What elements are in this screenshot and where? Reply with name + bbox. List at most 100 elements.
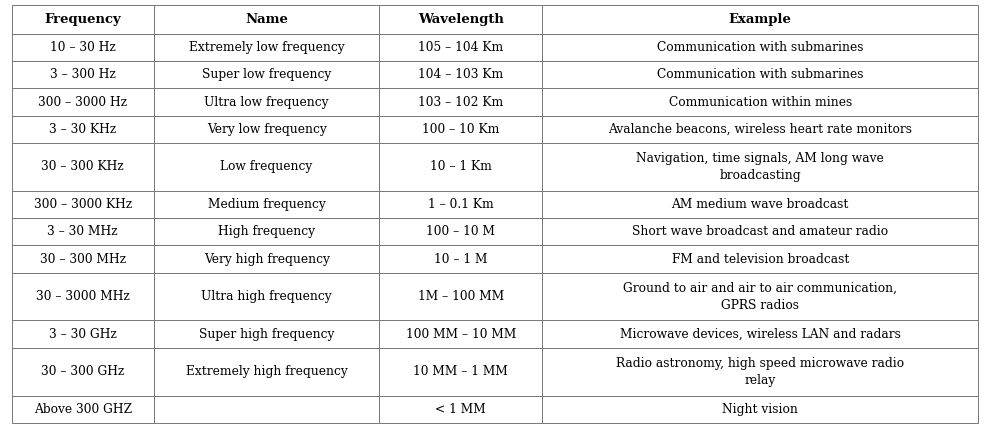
Text: Ultra high frequency: Ultra high frequency [201, 290, 332, 303]
Text: Communication with submarines: Communication with submarines [657, 68, 863, 81]
Bar [12, 34, 153, 61]
Bar [153, 89, 379, 116]
Text: Microwave devices, wireless LAN and radars: Microwave devices, wireless LAN and rada… [620, 327, 901, 341]
Text: 3 – 30 GHz: 3 – 30 GHz [49, 327, 117, 341]
Bar [12, 245, 153, 273]
Bar [153, 61, 379, 89]
Bar [12, 116, 153, 143]
Text: Night vision: Night vision [723, 403, 798, 416]
Bar [379, 34, 543, 61]
Bar [12, 191, 153, 218]
Bar [543, 116, 978, 143]
Text: 1M – 100 MM: 1M – 100 MM [418, 290, 504, 303]
Text: AM medium wave broadcast: AM medium wave broadcast [671, 198, 848, 211]
Text: Example: Example [729, 13, 792, 26]
Bar [543, 321, 978, 348]
Text: Super low frequency: Super low frequency [202, 68, 332, 81]
Text: 3 – 30 KHz: 3 – 30 KHz [50, 123, 117, 136]
Bar [379, 348, 543, 395]
Text: Communication with submarines: Communication with submarines [657, 41, 863, 54]
Text: 10 – 30 Hz: 10 – 30 Hz [50, 41, 116, 54]
Bar [543, 61, 978, 89]
Text: Wavelength: Wavelength [418, 13, 504, 26]
Bar [543, 143, 978, 191]
Bar [379, 273, 543, 321]
Text: 104 – 103 Km: 104 – 103 Km [418, 68, 504, 81]
Text: High frequency: High frequency [218, 225, 315, 238]
Text: 105 – 104 Km: 105 – 104 Km [418, 41, 504, 54]
Text: 300 – 3000 KHz: 300 – 3000 KHz [34, 198, 132, 211]
Bar [12, 143, 153, 191]
Text: 100 – 10 Km: 100 – 10 Km [422, 123, 500, 136]
Bar [153, 273, 379, 321]
Text: 3 – 30 MHz: 3 – 30 MHz [48, 225, 118, 238]
Bar [153, 191, 379, 218]
Text: Avalanche beacons, wireless heart rate monitors: Avalanche beacons, wireless heart rate m… [608, 123, 912, 136]
Bar [153, 348, 379, 395]
Bar [12, 218, 153, 245]
Text: FM and television broadcast: FM and television broadcast [671, 253, 848, 265]
Bar [379, 116, 543, 143]
Bar [153, 5, 379, 34]
Text: 3 – 300 Hz: 3 – 300 Hz [50, 68, 116, 81]
Text: Extremely low frequency: Extremely low frequency [189, 41, 345, 54]
Bar [153, 143, 379, 191]
Bar [12, 395, 153, 423]
Bar [153, 321, 379, 348]
Text: 10 – 1 M: 10 – 1 M [435, 253, 488, 265]
Bar [379, 321, 543, 348]
Bar [543, 34, 978, 61]
Bar [12, 273, 153, 321]
Text: 1 – 0.1 Km: 1 – 0.1 Km [428, 198, 494, 211]
Bar [379, 143, 543, 191]
Text: 30 – 300 GHz: 30 – 300 GHz [42, 365, 125, 378]
Text: Very low frequency: Very low frequency [207, 123, 327, 136]
Bar [379, 191, 543, 218]
Bar [543, 191, 978, 218]
Bar [153, 218, 379, 245]
Bar [543, 218, 978, 245]
Bar [543, 395, 978, 423]
Text: < 1 MM: < 1 MM [436, 403, 486, 416]
Text: Frequency: Frequency [45, 13, 121, 26]
Bar [543, 273, 978, 321]
Text: Super high frequency: Super high frequency [199, 327, 335, 341]
Bar [153, 245, 379, 273]
Text: 10 MM – 1 MM: 10 MM – 1 MM [414, 365, 508, 378]
Text: 100 MM – 10 MM: 100 MM – 10 MM [406, 327, 516, 341]
Text: Medium frequency: Medium frequency [208, 198, 326, 211]
Bar [543, 348, 978, 395]
Bar [12, 348, 153, 395]
Bar [12, 321, 153, 348]
Bar [379, 61, 543, 89]
Bar [379, 218, 543, 245]
Bar [543, 245, 978, 273]
Text: 103 – 102 Km: 103 – 102 Km [418, 95, 504, 109]
Text: 10 – 1 Km: 10 – 1 Km [430, 160, 492, 173]
Text: Communication within mines: Communication within mines [668, 95, 851, 109]
Bar [379, 5, 543, 34]
Bar [379, 89, 543, 116]
Text: 30 – 3000 MHz: 30 – 3000 MHz [36, 290, 130, 303]
Text: Above 300 GHZ: Above 300 GHZ [34, 403, 132, 416]
Text: Very high frequency: Very high frequency [204, 253, 330, 265]
Text: Short wave broadcast and amateur radio: Short wave broadcast and amateur radio [633, 225, 888, 238]
Text: Low frequency: Low frequency [221, 160, 313, 173]
Bar [543, 89, 978, 116]
Text: Radio astronomy, high speed microwave radio
relay: Radio astronomy, high speed microwave ra… [616, 357, 904, 386]
Bar [153, 34, 379, 61]
Bar [153, 116, 379, 143]
Bar [543, 5, 978, 34]
Bar [12, 61, 153, 89]
Text: 300 – 3000 Hz: 300 – 3000 Hz [39, 95, 128, 109]
Text: Name: Name [246, 13, 288, 26]
Bar [379, 245, 543, 273]
Text: Extremely high frequency: Extremely high frequency [186, 365, 347, 378]
Text: 30 – 300 MHz: 30 – 300 MHz [40, 253, 126, 265]
Text: Ground to air and air to air communication,
GPRS radios: Ground to air and air to air communicati… [623, 282, 897, 312]
Text: Navigation, time signals, AM long wave
broadcasting: Navigation, time signals, AM long wave b… [637, 152, 884, 182]
Text: 30 – 300 KHz: 30 – 300 KHz [42, 160, 124, 173]
Bar [379, 395, 543, 423]
Bar [153, 395, 379, 423]
Bar [12, 89, 153, 116]
